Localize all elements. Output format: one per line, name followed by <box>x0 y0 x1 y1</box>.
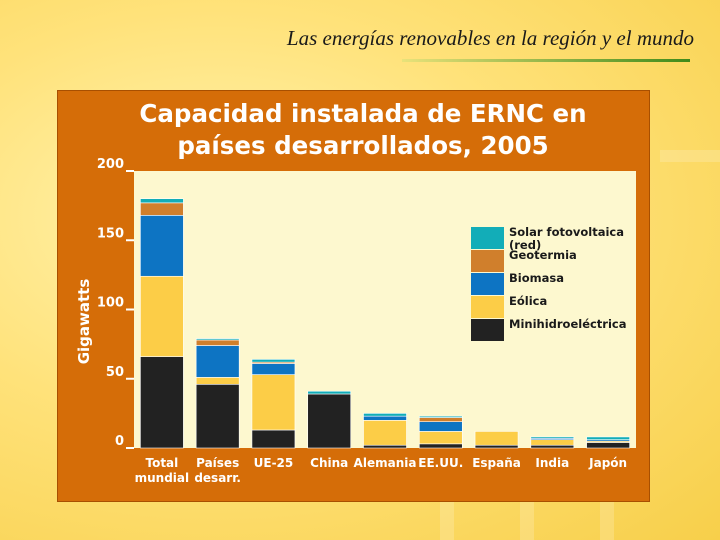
bar-segment <box>418 443 463 449</box>
bar-segment <box>530 444 575 449</box>
y-tick-label: 100 <box>97 296 124 311</box>
x-category-label: China <box>310 456 348 470</box>
bar-segment <box>140 198 184 204</box>
bar-segment <box>251 359 296 363</box>
chart-svg: Capacidad instalada de ERNC en países de… <box>75 99 636 485</box>
bar-segment <box>363 415 407 421</box>
legend-label: Geotermia <box>509 248 577 262</box>
x-category-label: mundial <box>135 471 190 485</box>
x-category-label: Países <box>196 456 239 470</box>
x-category-label: UE-25 <box>254 456 294 470</box>
bar-segment <box>307 390 352 395</box>
bar-segment <box>586 442 630 449</box>
x-category-label: Japón <box>588 456 627 470</box>
bar-segment <box>140 356 184 449</box>
bar-segment <box>474 431 519 446</box>
y-tick-label: 200 <box>97 157 124 172</box>
legend-label: Biomasa <box>509 271 564 285</box>
bar-segment <box>195 338 240 341</box>
bar-segment <box>195 377 240 385</box>
legend-label: Eólica <box>509 294 547 308</box>
bar-segment <box>530 436 575 439</box>
bar-segment <box>140 202 184 216</box>
bar-segment <box>251 374 296 431</box>
y-tick-label: 50 <box>106 365 124 380</box>
bar-segment <box>251 429 296 449</box>
legend-label: Minihidroeléctrica <box>509 317 627 331</box>
legend-swatch <box>471 250 504 272</box>
legend-label: Solar fotovoltaica <box>509 225 624 239</box>
bar-segment <box>418 415 463 418</box>
bar-segment <box>307 393 352 449</box>
y-tick-label: 150 <box>97 226 124 241</box>
y-tick-label: 0 <box>115 434 124 449</box>
x-category-label: EE.UU. <box>418 456 463 470</box>
bar-segment <box>140 275 184 357</box>
legend-swatch <box>471 296 504 318</box>
bar-segment <box>195 383 240 449</box>
legend-label: (red) <box>509 238 541 252</box>
bar-segment <box>474 444 519 449</box>
y-axis-title: Gigawatts <box>75 279 93 365</box>
x-category-label: India <box>535 456 569 470</box>
bar-segment <box>586 436 630 440</box>
bar-segment <box>195 345 240 378</box>
x-category-label: Total <box>145 456 178 470</box>
bar-segment <box>418 421 463 432</box>
slide-title: Las energías renovables en la región y e… <box>286 26 694 50</box>
x-category-label: desarr. <box>194 471 241 485</box>
bar-segment <box>530 439 575 446</box>
bar-segment <box>363 419 407 446</box>
bar-segment <box>418 417 463 422</box>
legend-swatch <box>471 273 504 295</box>
title-underline <box>402 59 690 62</box>
bar-segment <box>140 215 184 277</box>
bar-segment <box>363 444 407 449</box>
chart-panel: Capacidad instalada de ERNC en países de… <box>57 90 650 502</box>
bar-segment <box>363 413 407 417</box>
bar-segment <box>195 339 240 346</box>
chart-title-line-2: países desarrollados, 2005 <box>177 131 548 160</box>
x-category-label: Alemania <box>354 456 417 470</box>
legend-swatch <box>471 319 504 341</box>
bar-segment <box>418 431 463 445</box>
chart-title-line-1: Capacidad instalada de ERNC en <box>139 99 586 128</box>
bar-segment <box>251 363 296 375</box>
x-category-label: España <box>472 456 521 470</box>
legend-swatch <box>471 227 504 249</box>
